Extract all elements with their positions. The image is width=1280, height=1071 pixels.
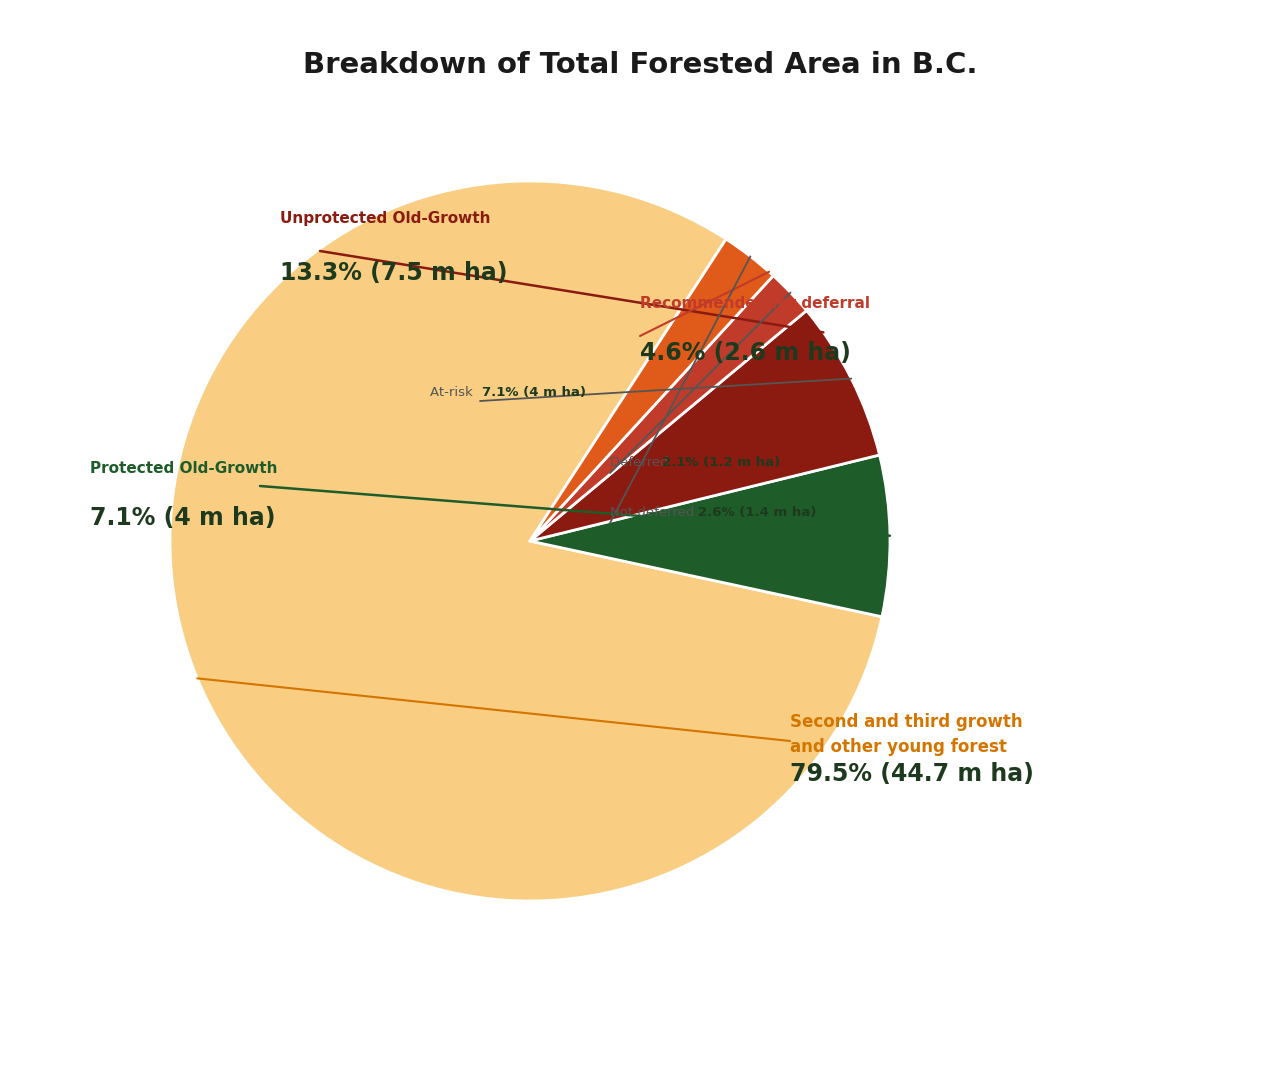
Text: Recommended for deferral: Recommended for deferral (640, 296, 870, 311)
Wedge shape (170, 181, 882, 901)
Text: and other young forest: and other young forest (790, 738, 1007, 756)
Text: 13.3% (7.5 m ha): 13.3% (7.5 m ha) (280, 261, 507, 285)
Text: 79.5% (44.7 m ha): 79.5% (44.7 m ha) (790, 761, 1034, 786)
Text: Protected Old-Growth: Protected Old-Growth (90, 461, 278, 476)
Text: Deferred: Deferred (611, 456, 673, 469)
Text: 2.1% (1.2 m ha): 2.1% (1.2 m ha) (662, 456, 780, 469)
Text: 7.1% (4 m ha): 7.1% (4 m ha) (90, 506, 275, 530)
Wedge shape (530, 311, 879, 541)
Text: 4.6% (2.6 m ha): 4.6% (2.6 m ha) (640, 341, 851, 365)
Text: Unprotected Old-Growth: Unprotected Old-Growth (280, 211, 490, 226)
Text: Not deferred: Not deferred (611, 506, 699, 519)
Wedge shape (530, 239, 773, 541)
Text: At-risk: At-risk (430, 386, 477, 399)
Text: Breakdown of Total Forested Area in B.C.: Breakdown of Total Forested Area in B.C. (303, 51, 977, 79)
Wedge shape (530, 275, 806, 541)
Text: 2.6% (1.4 m ha): 2.6% (1.4 m ha) (698, 506, 817, 519)
Text: 7.1% (4 m ha): 7.1% (4 m ha) (483, 386, 586, 399)
Text: Second and third growth: Second and third growth (790, 713, 1023, 731)
Wedge shape (530, 455, 890, 617)
